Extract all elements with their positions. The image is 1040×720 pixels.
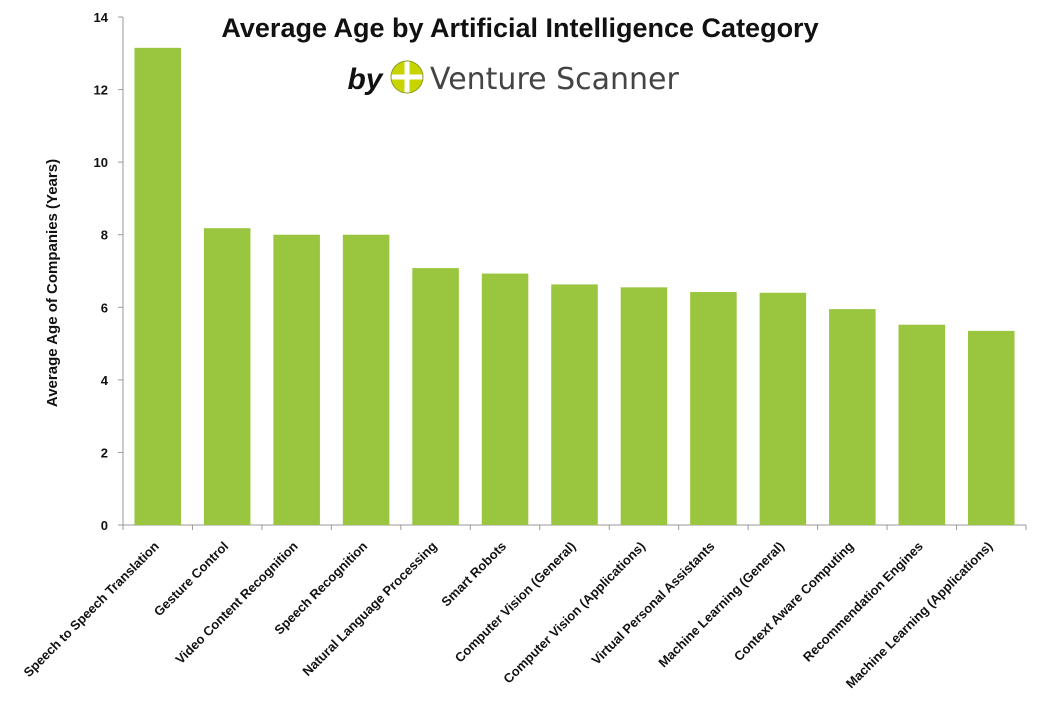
bar [967,330,1015,525]
bar [134,47,182,525]
x-tick-label: Machine Learning (General) [655,539,787,671]
y-tick-label: 12 [94,83,108,98]
x-tick-label: Machine Learning (Applications) [843,539,996,692]
bar [690,292,737,525]
bar [412,268,459,525]
bar [551,284,598,525]
y-tick-label: 6 [101,300,108,315]
bar [203,228,251,525]
y-axis-label: Average Age of Companies (Years) [44,159,61,407]
bar [759,292,807,525]
x-tick-label: Computer Vision (Applications) [500,539,648,687]
bar [273,234,320,525]
y-tick-label: 10 [94,155,108,170]
y-tick-label: 4 [101,373,109,388]
x-tick-label: Natural Language Processing [299,538,439,678]
venture-scanner-logo-icon [390,60,424,94]
y-tick-label: 14 [94,10,109,25]
y-axis-ticks: 0 2 4 6 8 10 12 14 [94,10,123,533]
x-tick-label: Computer Vision (General) [452,539,579,666]
x-tick-label: Speech to Speech Translation [20,538,161,679]
y-tick-label: 8 [101,228,108,243]
x-tick-label: Gesture Control [151,539,232,620]
x-tick-label: Virtual Personal Assistants [588,539,717,668]
bar [342,234,390,525]
x-tick-label: Smart Robots [438,539,509,610]
y-tick-label: 0 [101,518,108,533]
bar [620,287,668,525]
y-tick-label: 2 [101,445,108,460]
x-tick-label: Video Content Recognition [172,538,300,666]
brand-by-text: by [347,63,383,96]
bar [481,273,529,525]
x-tick-label: Recommendation Engines [800,539,926,665]
bars [134,47,1015,525]
brand-name-text: Venture Scanner [430,62,680,97]
x-tick-label: Context Aware Computing [731,538,857,664]
bar [829,309,876,525]
bar [898,324,946,525]
chart-title: Average Age by Artificial Intelligence C… [221,13,818,43]
venture-scanner-brand: by Venture Scanner [347,60,680,97]
